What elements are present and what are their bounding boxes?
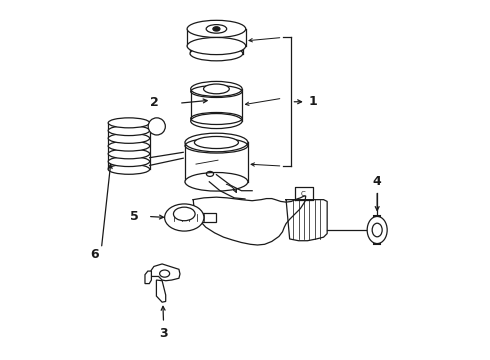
Text: 5: 5 [130, 210, 139, 223]
Polygon shape [168, 213, 216, 222]
Text: 3: 3 [159, 327, 168, 340]
Ellipse shape [185, 133, 248, 152]
Ellipse shape [108, 141, 149, 151]
Polygon shape [187, 29, 245, 46]
Polygon shape [145, 271, 151, 284]
Ellipse shape [191, 81, 242, 96]
Text: 2: 2 [150, 96, 159, 109]
Ellipse shape [165, 204, 204, 231]
Ellipse shape [187, 37, 245, 55]
Ellipse shape [190, 46, 243, 61]
Ellipse shape [187, 20, 245, 37]
Ellipse shape [108, 133, 149, 143]
Ellipse shape [108, 126, 149, 136]
Polygon shape [193, 196, 306, 245]
Ellipse shape [195, 136, 239, 149]
Ellipse shape [185, 172, 248, 191]
Polygon shape [185, 143, 248, 182]
Polygon shape [191, 89, 242, 121]
Polygon shape [156, 280, 166, 302]
Ellipse shape [108, 149, 149, 159]
Ellipse shape [191, 113, 242, 129]
Text: C: C [300, 190, 305, 197]
Text: 6: 6 [90, 248, 98, 261]
Polygon shape [286, 200, 327, 241]
Text: 4: 4 [373, 175, 382, 188]
Ellipse shape [108, 118, 149, 128]
Ellipse shape [213, 27, 220, 31]
Ellipse shape [367, 216, 387, 244]
Ellipse shape [173, 207, 195, 221]
Ellipse shape [203, 84, 229, 94]
Text: 1: 1 [309, 95, 318, 108]
Ellipse shape [108, 157, 149, 167]
Ellipse shape [148, 118, 165, 135]
Polygon shape [149, 264, 180, 281]
Ellipse shape [190, 42, 243, 56]
Polygon shape [207, 182, 242, 202]
Ellipse shape [108, 164, 149, 174]
